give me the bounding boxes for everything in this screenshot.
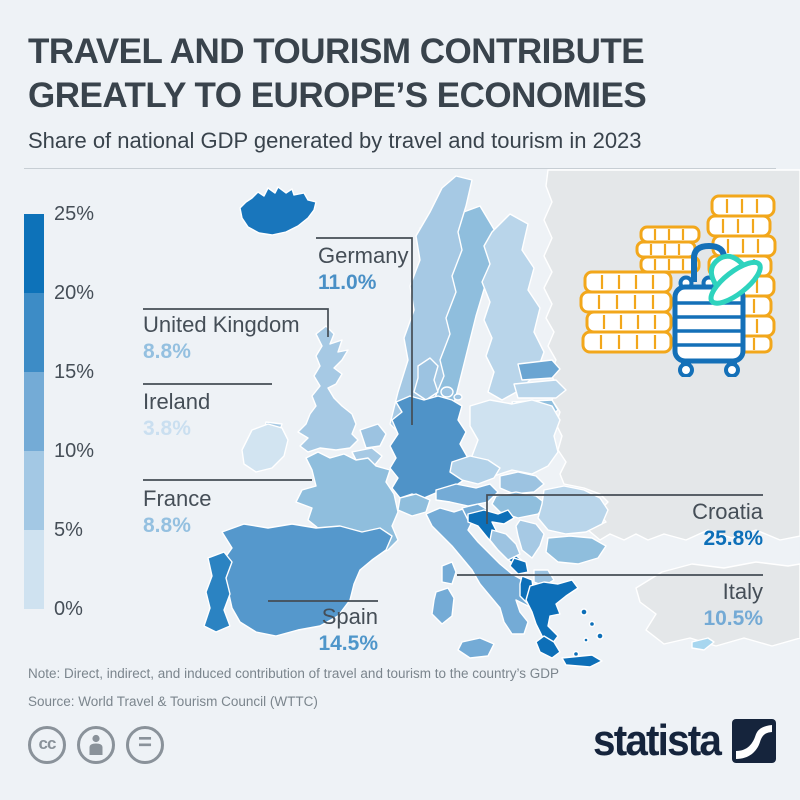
country-value: 25.8% [703,527,763,550]
coin-stack-middle-icon [635,225,701,274]
footnote: Note: Direct, indirect, and induced cont… [28,666,560,681]
equals-icon-label: = [137,729,152,756]
statista-logo: statista [582,716,776,766]
legend-tick-5: 5% [54,519,83,541]
map-region-peloponnese [535,635,561,659]
country-value: 8.8% [143,340,191,363]
page-subtitle: Share of national GDP generated by trave… [28,128,642,153]
legend-band-10-15 [24,372,44,451]
map-country-bulgaria [545,535,607,565]
country-value: 10.5% [703,607,763,630]
map-country-switzerland [397,493,431,517]
map-country-estonia [517,359,561,381]
map-country-montenegro [509,557,529,575]
legend-band-15-20 [24,293,44,372]
map-greek-island [588,620,596,628]
legend-band-0-5 [24,530,44,609]
statista-logo-text: statista [592,716,722,765]
map-country-germany [389,395,469,499]
attribution-person-icon [77,726,115,764]
map-country-netherlands [359,423,387,449]
legend-tick-15: 15% [54,361,95,383]
map-country-bosnia [489,529,521,561]
callout-ireland: Ireland 3.8% [143,389,210,441]
coin-stack-left-icon [579,270,673,354]
callout-germany: Germany 11.0% [318,243,408,295]
legend-band-20-25 [24,214,44,293]
map-region-crete [561,654,603,668]
map-greek-island [596,632,604,640]
no-derivatives-icon: = [126,726,164,764]
map-country-denmark [413,357,439,401]
country-label: Italy [722,579,763,604]
country-label: Ireland [143,389,211,414]
country-label: France [143,486,212,511]
callout-spain: Spain 14.5% [318,604,378,656]
map-country-austria [435,483,499,507]
country-label: United Kingdom [143,312,300,337]
country-value: 8.8% [143,514,191,537]
map-country-serbia [515,519,545,559]
cc-icon: cc [28,726,66,764]
map-denmark-island [440,386,454,398]
country-value: 3.8% [143,417,191,440]
legend-tick-25: 25% [54,203,95,225]
map-country-turkey [635,561,800,647]
legend-band-5-10 [24,451,44,530]
source-line: Source: World Travel & Tourism Council (… [28,694,318,709]
map-country-ireland [241,423,289,473]
callout-france: France 8.8% [143,486,211,538]
country-label: Spain [321,604,378,629]
map-region-sicily [457,637,495,659]
map-region-sardinia [431,587,455,625]
page-title: TRAVEL AND TOURISM CONTRIBUTE GREATLY TO… [28,32,647,115]
map-region-corsica [441,561,457,585]
country-value: 11.0% [318,271,377,294]
map-greek-island [583,637,589,643]
map-country-poland [469,399,561,477]
travel-illustration [579,194,777,377]
cc-icon-label: cc [38,734,57,753]
cc-license-icons: cc = [28,726,164,764]
legend-tick-10: 10% [54,440,95,462]
map-country-finland [481,213,545,401]
map-country-united-kingdom [297,325,359,453]
map-country-iceland [239,186,317,236]
callout-united-kingdom: United Kingdom 8.8% [143,312,300,364]
map-denmark-island [453,393,463,401]
map-country-portugal [203,551,233,633]
map-country-latvia [513,379,567,399]
suitcase-icon [672,242,746,377]
sun-hat-icon [708,253,763,306]
map-country-greece [525,579,579,645]
country-label: Germany [318,243,409,268]
map-country-slovakia [499,471,545,495]
country-label: Croatia [692,499,763,524]
map-country-czechia [449,455,501,485]
map-greek-island [580,608,588,616]
statista-logo-mark [732,719,776,763]
map-country-cyprus [691,637,715,651]
callout-croatia: Croatia 25.8% [692,499,763,551]
legend-tick-20: 20% [54,282,95,304]
legend-tick-0: 0% [54,598,83,620]
country-value: 14.5% [318,632,378,655]
callout-italy: Italy 10.5% [703,579,763,631]
map-country-italy [425,507,547,635]
header-divider [24,168,776,169]
